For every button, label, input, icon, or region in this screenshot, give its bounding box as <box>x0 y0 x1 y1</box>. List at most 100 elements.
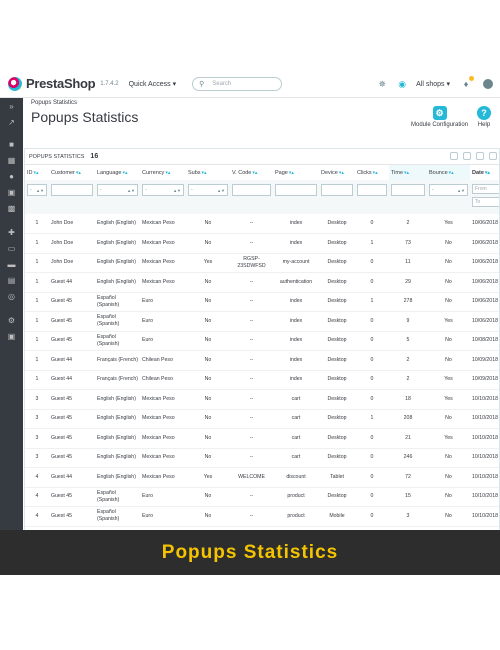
table-row[interactable]: 1 Guest 45 Español (Spanish) Euro No -- index D… <box>25 292 499 312</box>
filter-input[interactable] <box>391 184 425 196</box>
shop-selector[interactable]: All shops ▾ <box>416 81 450 88</box>
payment-icon[interactable]: ▤ <box>7 275 16 285</box>
column-header[interactable]: Subs▾▴ <box>188 169 207 176</box>
table-row[interactable]: 4 Guest 45 Español (Spanish) Euro No -- produc… <box>25 506 499 527</box>
table-cell: product <box>273 506 319 527</box>
table-cell: product <box>273 487 319 507</box>
prestashop-logo-icon <box>8 76 22 91</box>
column-header[interactable]: Clicks▾▴ <box>357 169 378 176</box>
table-cell: No <box>427 331 470 351</box>
breadcrumb[interactable]: Popups Statistics <box>31 100 78 106</box>
export-icon[interactable] <box>450 152 458 160</box>
module-configuration-button[interactable]: ⚙ Module Configuration <box>411 106 468 128</box>
orders-icon[interactable]: ■ <box>9 139 14 149</box>
sql-icon[interactable] <box>476 152 484 160</box>
shipping-icon[interactable]: ▬ <box>7 259 16 269</box>
table-row[interactable]: 1 John Doe English (English) Mexican Peso No… <box>25 214 499 234</box>
column-header[interactable]: ID▾▴ <box>27 169 39 176</box>
table-row[interactable]: 3 Guest 45 English (English) Mexican Peso No… <box>25 389 499 410</box>
filter-select[interactable]: - ▲▼ <box>97 184 138 196</box>
list-icon[interactable] <box>489 152 497 160</box>
column-header[interactable]: Page▾▴ <box>275 169 294 176</box>
sort-arrows-icon[interactable]: ▾▴ <box>165 169 171 176</box>
table-row[interactable]: 3 Guest 45 English (English) Mexican Peso No… <box>25 448 499 468</box>
sort-arrows-icon[interactable]: ▾▴ <box>252 169 258 176</box>
globe-icon[interactable]: ✵ <box>378 78 387 89</box>
table-cell: index <box>273 292 319 312</box>
sort-arrows-icon[interactable]: ▾▴ <box>404 169 410 176</box>
table-cell: Guest 45 <box>49 331 95 351</box>
avatar-icon[interactable] <box>482 78 494 90</box>
date-from-input[interactable]: From <box>472 184 499 194</box>
sort-arrows-icon[interactable]: ▾▴ <box>372 169 378 176</box>
table-cell: -- <box>230 233 273 254</box>
sort-arrows-icon[interactable]: ▾▴ <box>122 169 128 176</box>
table-row[interactable]: 3 Guest 45 English (English) Mexican Peso No… <box>25 409 499 429</box>
table-cell: 0 <box>355 311 389 332</box>
sort-arrows-icon[interactable]: ▾▴ <box>448 169 454 176</box>
stats-icon[interactable]: ▩ <box>7 203 16 213</box>
filter-input[interactable] <box>321 184 353 196</box>
modules-icon[interactable]: ✚ <box>8 227 15 237</box>
help-button[interactable]: ? Help <box>477 106 491 128</box>
table-row[interactable]: 1 Guest 44 Français (French) Chilean Peso No… <box>25 370 499 390</box>
refresh-icon[interactable] <box>463 152 471 160</box>
table-row[interactable]: 1 Guest 45 Español (Spanish) Euro No -- index D… <box>25 331 499 351</box>
sort-arrows-icon[interactable]: ▾▴ <box>33 169 39 176</box>
table-row[interactable]: 4 Guest 45 Español (Spanish) Euro No -- produc… <box>25 487 499 507</box>
notifications-icon[interactable]: ♦ <box>460 76 474 90</box>
customers-icon[interactable]: ● <box>9 171 14 181</box>
table-row[interactable]: 1 Guest 44 English (English) Mexican Peso No… <box>25 272 499 293</box>
sort-arrows-icon[interactable]: ▾▴ <box>484 169 490 176</box>
column-header[interactable]: Date▾▴ <box>472 169 490 176</box>
filter-input[interactable] <box>232 184 271 196</box>
quick-access-menu[interactable]: Quick Access ▾ <box>128 80 177 88</box>
filter-select[interactable]: - ▲▼ <box>429 184 468 196</box>
prestashop-logo[interactable]: PrestaShop <box>8 76 96 91</box>
column-header[interactable]: Time▾▴ <box>389 165 427 180</box>
table-row[interactable]: 1 John Doe English (English) Mexican Peso No… <box>25 233 499 254</box>
collapse-sidebar-icon[interactable]: » <box>9 101 14 111</box>
table-row[interactable]: 4 Guest 44 English (English) Mexican Peso Ye… <box>25 467 499 488</box>
filter-select-value: - <box>30 187 32 193</box>
sort-arrows-icon[interactable]: ▾▴ <box>75 169 81 176</box>
table-cell: -- <box>230 506 273 527</box>
filter-select[interactable]: - ▲▼ <box>27 184 47 196</box>
settings-icon[interactable]: ⚙ <box>7 315 16 325</box>
table-cell: No <box>427 448 470 468</box>
catalog-icon[interactable]: ▦ <box>7 155 16 165</box>
filter-input[interactable] <box>51 184 93 196</box>
sort-arrows-icon[interactable]: ▾▴ <box>201 169 207 176</box>
filter-input[interactable] <box>357 184 387 196</box>
table-cell: -- <box>230 292 273 312</box>
table-cell: Desktop <box>319 214 355 234</box>
column-header[interactable]: Device▾▴ <box>321 169 344 176</box>
advanced-icon[interactable]: ▣ <box>7 331 16 341</box>
table-cell: No <box>186 272 230 293</box>
column-header[interactable]: Currency▾▴ <box>142 169 171 176</box>
filter-select[interactable]: - ▲▼ <box>188 184 228 196</box>
design-icon[interactable]: ▭ <box>7 243 16 253</box>
column-header[interactable]: Language▾▴ <box>97 169 128 176</box>
international-icon[interactable]: ◎ <box>8 291 15 301</box>
sort-arrows-icon[interactable]: ▾▴ <box>338 169 344 176</box>
column-header[interactable]: Bounce▾▴ <box>427 165 470 180</box>
table-row[interactable]: 1 Guest 44 Français (French) Chilean Peso No… <box>25 350 499 371</box>
help-icon: ? <box>477 106 491 120</box>
table-cell: No <box>186 233 230 254</box>
caret-icon: ▲▼ <box>217 187 225 193</box>
date-to-input[interactable]: To <box>472 197 499 207</box>
filter-input[interactable] <box>275 184 317 196</box>
table-row[interactable]: 1 John Doe English (English) Mexican Peso Ye… <box>25 253 499 273</box>
table-row[interactable]: 1 Guest 45 Español (Spanish) Euro No -- index D… <box>25 311 499 332</box>
search-input[interactable]: ⚲ Search <box>192 76 283 91</box>
dashboard-icon[interactable]: ↗ <box>8 117 15 127</box>
filter-select[interactable]: - ▲▼ <box>142 184 184 196</box>
table-cell: 10/10/2018 13:18:30 <box>470 409 499 429</box>
column-header[interactable]: Customer▾▴ <box>51 169 81 176</box>
messages-icon[interactable]: ▣ <box>7 187 16 197</box>
column-header[interactable]: V. Code▾▴ <box>232 169 258 176</box>
sort-arrows-icon[interactable]: ▾▴ <box>288 169 294 176</box>
table-cell: No <box>186 214 230 234</box>
table-row[interactable]: 3 Guest 45 English (English) Mexican Peso No… <box>25 428 499 449</box>
